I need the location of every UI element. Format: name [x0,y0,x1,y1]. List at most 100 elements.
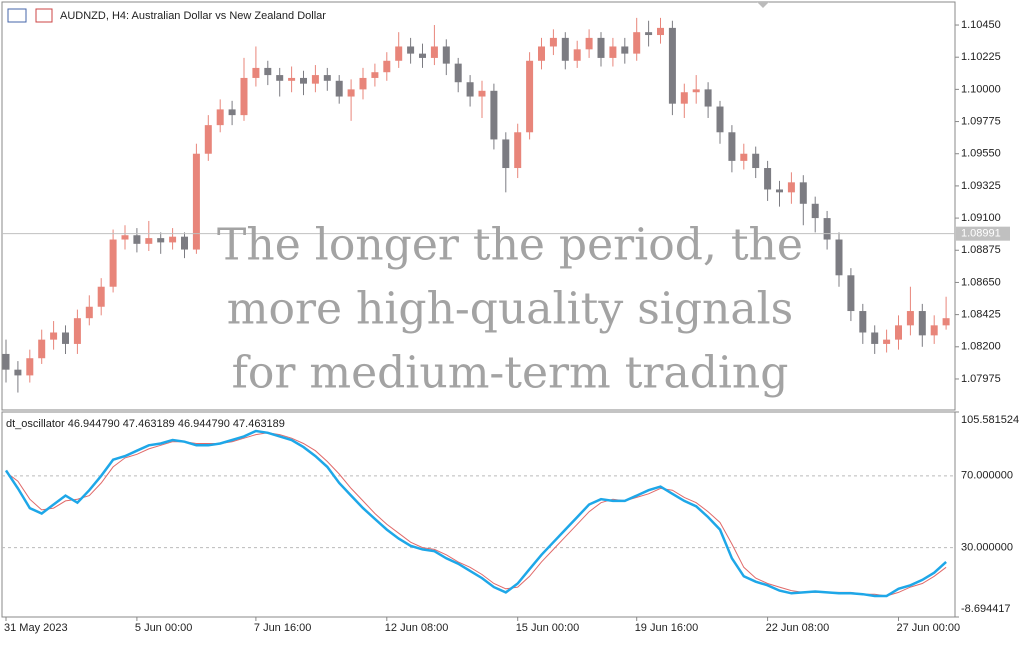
candle-body [502,139,510,169]
y-tick-label: 1.09325 [961,180,1001,192]
x-tick-label: 7 Jun 16:00 [254,622,312,634]
icon-list[interactable] [7,8,27,23]
y-tick-label: 1.08200 [961,341,1001,353]
x-tick-label: 12 Jun 08:00 [385,622,449,634]
candle-body [573,49,581,61]
y-tick-label: 1.10450 [961,19,1001,31]
candle-body [383,60,391,73]
candle-body [85,306,93,319]
candle-body [657,27,664,36]
candle-body [26,358,34,376]
candle-body [50,332,58,340]
y-tick-label: 70.000000 [961,470,1013,482]
candle-body [549,37,557,47]
candle-body [288,77,296,81]
y-tick-label: 1.07975 [961,373,1001,385]
icon-chart[interactable] [35,8,53,23]
candle-body [680,92,688,104]
candle-body [442,46,450,64]
candle-body [847,275,855,312]
candle-body [740,153,748,161]
candle-body [323,75,331,81]
candle-body [561,37,569,61]
watermark: more high-quality signals [227,284,794,335]
price-panel [1,1,956,411]
candle-body [97,286,105,307]
y-tick-label: -8.694417 [961,603,1011,615]
candle-body [169,236,177,243]
candle-body [157,238,165,243]
candle-body [692,89,700,93]
candle-body [335,80,343,97]
candle-body [133,235,141,244]
candle-body [454,63,462,83]
y-tick-label: 1.08650 [961,276,1001,288]
candle-body [776,189,783,193]
candle-body [811,203,819,219]
candle-body [871,332,879,344]
candle-body [192,153,200,250]
x-tick-label: 5 Jun 00:00 [135,622,193,634]
y-tick-label: 1.09100 [961,212,1001,224]
toolbar-icons[interactable] [7,8,53,23]
candle-body [823,218,831,240]
oscillator-line [4,429,947,598]
candle-body [300,77,307,84]
candle-body [240,77,248,116]
candle-body [728,132,736,161]
watermark: for medium-term trading [232,348,789,399]
candle-body [514,132,522,169]
y-tick-label: 1.09775 [961,115,1001,127]
candle-body [930,325,938,336]
x-tick-label: 22 Jun 08:00 [766,622,830,634]
candle-body [14,369,22,376]
candle-body [538,46,545,61]
candle-body [787,182,795,193]
chart-title: AUDNZD, H4: Australian Dollar vs New Zea… [60,10,326,22]
y-tick-label: 1.10000 [961,83,1001,95]
current-price-box [956,226,1010,241]
x-tick-label: 31 May 2023 [4,622,68,634]
candle-body [62,332,69,344]
candle-body [918,311,926,336]
candle-body [395,46,403,61]
y-tick-label: 1.10225 [961,51,1001,63]
candle-body [228,109,236,116]
candle-body [859,311,867,333]
x-tick-label: 15 Jun 00:00 [516,622,580,634]
candle-body [145,238,153,244]
current-price-label: 1.08991 [961,228,1001,240]
candle-body [764,168,772,190]
candle-body [906,311,914,326]
candle-body [264,67,272,76]
watermark: The longer the period, the [217,220,803,271]
candle-body [466,82,474,97]
candle-body [311,75,319,84]
candle-body [490,90,498,140]
candle-body [407,46,415,54]
x-tick-label: 19 Jun 16:00 [635,622,699,634]
candle-body [109,239,117,287]
y-tick-label: 30.000000 [961,541,1013,553]
candle-body [38,339,46,359]
oscillator-title: dt_oscillator 46.944790 47.463189 46.944… [6,418,285,430]
candle-body [359,77,367,90]
candle-body [609,46,617,58]
shift-marker [757,2,769,8]
candle-body [835,239,843,276]
candle-body [668,27,676,104]
candle-body [252,67,260,78]
candle-body [645,32,653,36]
y-tick-label: 1.08425 [961,309,1001,321]
candle-body [371,72,379,78]
oscillator-panel [1,411,956,618]
candle-body [2,353,10,370]
candle-body [216,109,224,126]
candle-body [716,106,724,133]
y-tick-label: 105.581524 [961,414,1019,426]
candle-body [526,60,534,133]
candle-body [478,90,486,97]
candle-body [204,125,212,154]
